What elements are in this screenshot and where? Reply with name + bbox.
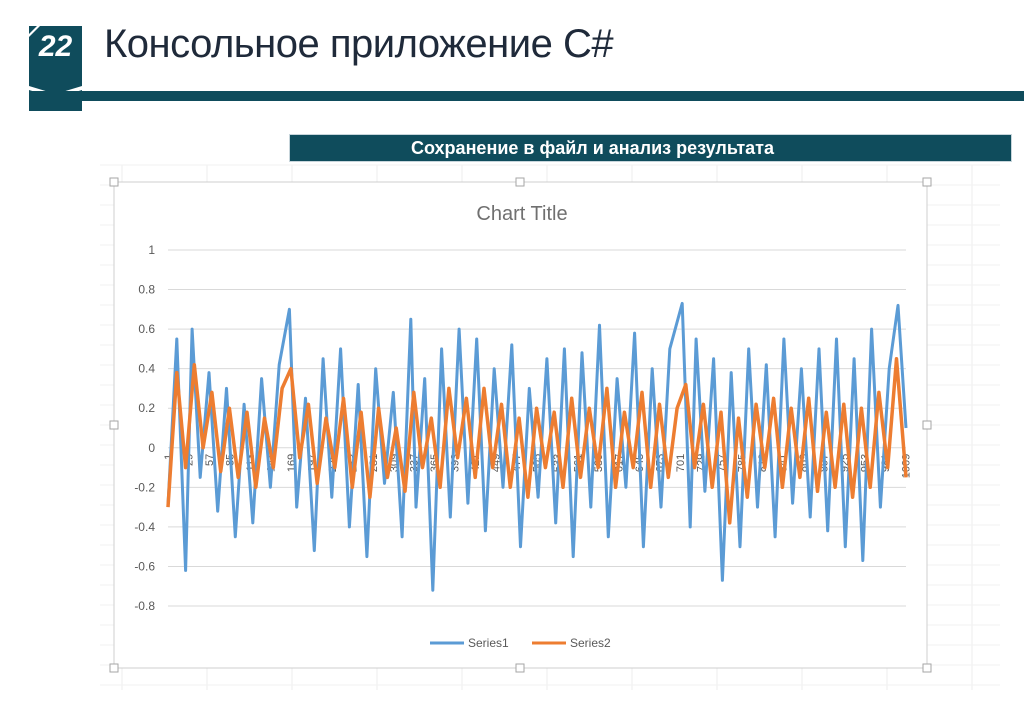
y-tick-label-6: -0.2 (134, 480, 155, 494)
resize-handle-4[interactable] (922, 420, 932, 430)
y-tick-label-4: 0.2 (138, 401, 155, 415)
slide-title: Консольное приложение C# (104, 22, 614, 66)
resize-handle-0[interactable] (109, 177, 119, 187)
series-line-2 (166, 357, 908, 525)
resize-handle-6[interactable] (515, 663, 525, 673)
resize-handle-1[interactable] (515, 177, 525, 187)
title-underline (29, 91, 1024, 101)
legend-label-series2: Series2 (570, 636, 611, 650)
resize-handle-5[interactable] (109, 663, 119, 673)
resize-handle-3[interactable] (109, 420, 119, 430)
series-lines (166, 301, 908, 592)
x-tick-label-0: 1 (163, 454, 175, 460)
y-tick-label-5: 0 (148, 441, 155, 455)
chart-resize-handles[interactable] (109, 177, 932, 673)
legend-label-series1: Series1 (468, 636, 509, 650)
legend[interactable]: Series1 Series2 (430, 636, 611, 650)
y-tick-label-8: -0.6 (134, 559, 155, 573)
slide-number-badge (29, 26, 82, 111)
y-tick-label-3: 0.4 (138, 362, 155, 376)
badge-corner-fold (29, 26, 40, 37)
y-tick-label-7: -0.4 (134, 520, 155, 534)
resize-handle-2[interactable] (922, 177, 932, 187)
badge-shape (29, 26, 82, 111)
x-tick-label-25: 701 (675, 454, 687, 472)
y-tick-labels: 1 0.8 0.6 0.4 0.2 0 -0.2 -0.4 -0.6 -0.8 (134, 243, 155, 613)
resize-handle-7[interactable] (922, 663, 932, 673)
slide-caption-bar: Сохранение в файл и анализ результата (289, 134, 1012, 162)
y-tick-label-0: 1 (148, 243, 155, 257)
chart-title: Chart Title (476, 203, 567, 225)
y-tick-label-9: -0.8 (134, 599, 155, 613)
y-tick-label-2: 0.6 (138, 322, 155, 336)
y-tick-label-1: 0.8 (138, 283, 155, 297)
slide-caption: Сохранение в файл и анализ результата (411, 137, 774, 158)
slide-number: 22 (38, 30, 73, 63)
